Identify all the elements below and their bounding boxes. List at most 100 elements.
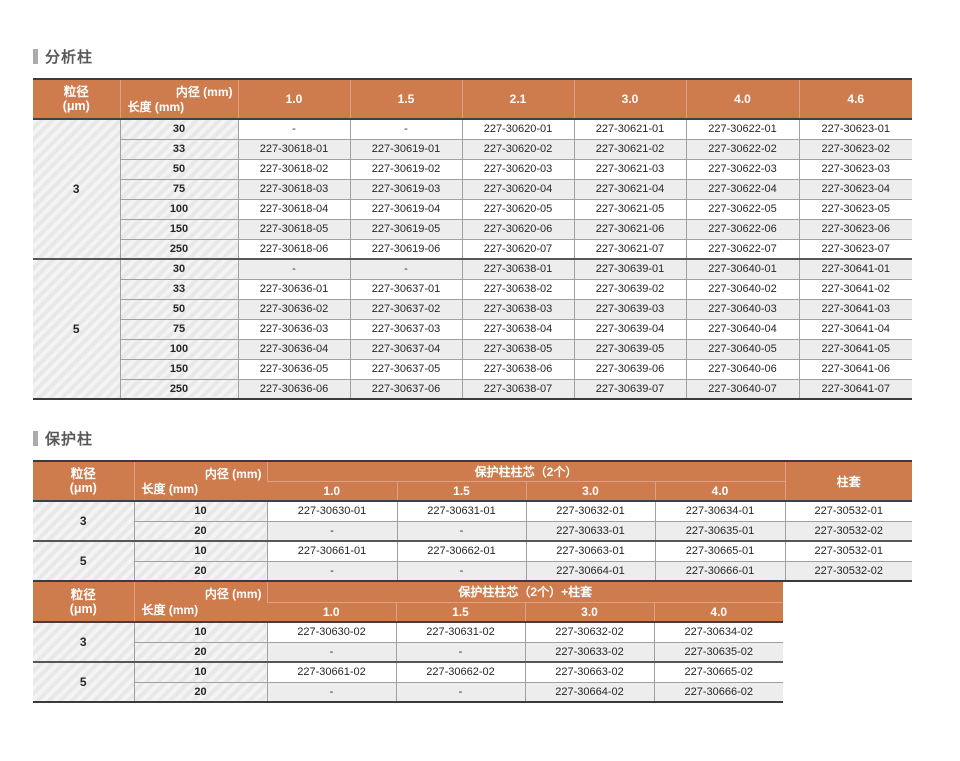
part-number-cell: 227-30641-06 xyxy=(798,358,912,380)
part-number-cell: 227-30639-03 xyxy=(573,298,687,320)
part-number-cell: 227-30623-07 xyxy=(798,238,912,260)
part-number-cell: 227-30623-06 xyxy=(798,218,912,240)
header-row: 粒径 (μm) 内径 (mm) 长度 (mm) 保护柱柱芯（2个） 柱套 xyxy=(33,461,912,501)
part-number-cell: 227-30619-06 xyxy=(349,238,463,260)
part-number-cell: 227-30640-02 xyxy=(685,278,800,300)
guard-cartridge-table: 粒径 (μm) 内径 (mm) 长度 (mm) 保护柱柱芯（2个） 柱套 1.0… xyxy=(33,460,912,582)
part-number-cell: 227-30666-02 xyxy=(653,681,783,703)
part-number-cell: 227-30640-01 xyxy=(685,258,800,280)
part-number-cell: 227-30622-01 xyxy=(685,118,800,140)
part-number-cell: 227-30641-05 xyxy=(798,338,912,360)
part-number-cell: 227-30638-02 xyxy=(461,278,575,300)
table-row: 50 227-30636-02 227-30637-02 227-30638-03 22… xyxy=(33,298,912,320)
length-label: 长度 (mm) xyxy=(141,603,199,617)
part-number-cell: 227-30640-06 xyxy=(685,358,800,380)
part-number-cell: 227-30641-02 xyxy=(798,278,912,300)
part-number-cell: 227-30637-05 xyxy=(349,358,463,380)
cartridge-with-sleeve-span-header: 保护柱柱芯（2个）+柱套 xyxy=(266,582,783,602)
part-number-cell: 227-30639-02 xyxy=(573,278,687,300)
part-number-cell: 227-30635-01 xyxy=(654,520,786,542)
diagonal-header-cell: 内径 (mm) 长度 (mm) xyxy=(133,461,267,501)
part-number-cell: 227-30638-04 xyxy=(461,318,575,340)
part-number-cell: 227-30666-01 xyxy=(654,560,786,582)
part-number-cell: 227-30639-01 xyxy=(573,258,687,280)
part-number-cell: 227-30618-03 xyxy=(237,178,351,200)
length-cell: 10 xyxy=(133,621,268,643)
table-row: 100 227-30618-04 227-30619-04 227-30620-05 2… xyxy=(33,198,912,220)
table-row: 150 227-30618-05 227-30619-05 227-30620-06 2… xyxy=(33,218,912,240)
diameter-column-header: 4.0 xyxy=(653,601,783,622)
length-cell: 250 xyxy=(120,238,239,260)
part-number-cell: 227-30622-02 xyxy=(685,138,800,160)
length-cell: 150 xyxy=(120,218,239,240)
particle-size-unit: (μm) xyxy=(69,481,97,495)
part-number-cell: - xyxy=(349,258,463,280)
table-row: 3 30- -227-30620-01 227-30621-01 227-30622-0… xyxy=(33,118,912,260)
part-number-cell: 227-30636-02 xyxy=(237,298,351,320)
part-number-cell: 227-30623-01 xyxy=(798,118,912,140)
diameter-column-header: 3.0 xyxy=(573,79,686,119)
part-number-cell: - xyxy=(266,560,398,582)
part-number-cell: 227-30636-04 xyxy=(237,338,351,360)
header-row: 粒径 (μm) 内径 (mm) 长度 (mm) 1.0 1.5 2.1 3.0 … xyxy=(33,79,912,119)
part-number-cell: 227-30665-01 xyxy=(654,540,786,562)
part-number-cell: 227-30641-04 xyxy=(798,318,912,340)
part-number-cell: 227-30640-07 xyxy=(685,378,800,400)
part-number-cell: 227-30662-02 xyxy=(395,661,526,683)
part-number-cell: 227-30620-02 xyxy=(461,138,575,160)
part-number-cell: 227-30641-01 xyxy=(798,258,912,280)
part-number-cell: 227-30622-04 xyxy=(685,178,800,200)
part-number-cell: 227-30661-01 xyxy=(266,540,398,562)
part-number-cell: 227-30623-02 xyxy=(798,138,912,160)
part-number-cell: 227-30634-01 xyxy=(654,500,786,522)
analytical-column-table: 粒径 (μm) 内径 (mm) 长度 (mm) 1.0 1.5 2.1 3.0 … xyxy=(33,78,912,400)
diameter-column-header: 1.5 xyxy=(395,601,525,622)
part-number-cell: - xyxy=(266,681,397,703)
part-number-cell: 227-30662-01 xyxy=(396,540,527,562)
length-cell: 20 xyxy=(134,641,268,663)
table-row: 75 227-30636-03 227-30637-03 227-30638-04 22… xyxy=(33,318,912,340)
length-cell: 50 xyxy=(120,158,239,180)
table-row: 5 10 227-30661-02 227-30662-02 227-30663-02 2… xyxy=(33,661,783,703)
table-row: 33 227-30618-01 227-30619-01 227-30620-02 22… xyxy=(33,138,912,160)
length-cell: 10 xyxy=(133,661,268,683)
part-number-cell: 227-30620-06 xyxy=(461,218,575,240)
diameter-column-header: 1.0 xyxy=(267,480,397,501)
diameter-column-header: 1.5 xyxy=(349,79,462,119)
part-number-cell: 227-30621-03 xyxy=(573,158,687,180)
part-number-cell: 227-30620-04 xyxy=(461,178,575,200)
part-number-cell: 227-30619-05 xyxy=(349,218,463,240)
part-number-cell: 227-30640-05 xyxy=(685,338,800,360)
table-row: 3 10 227-30630-01 227-30631-01 227-30632-01 2… xyxy=(33,500,912,542)
length-cell: 20 xyxy=(134,681,268,703)
analytical-column-section-title: 分析柱 xyxy=(33,46,960,66)
part-number-cell: 227-30621-04 xyxy=(573,178,687,200)
inner-diameter-label: 内径 (mm) xyxy=(175,85,233,99)
part-number-cell: - xyxy=(396,560,527,582)
diameter-column-header: 3.0 xyxy=(524,601,654,622)
guard-cartridge-table-body: 3 10 227-30630-01 227-30631-01 227-30632-01 2… xyxy=(33,500,912,582)
particle-size-unit: (μm) xyxy=(62,99,90,113)
particle-size-cell: 5 xyxy=(33,661,135,703)
part-number-cell: 227-30663-01 xyxy=(525,540,656,562)
part-number-cell: 227-30622-06 xyxy=(685,218,800,240)
part-number-cell: 227-30621-02 xyxy=(573,138,687,160)
table-row: 20- -227-30664-01 227-30666-01 227-30532-02 xyxy=(33,560,912,582)
part-number-cell: 227-30621-01 xyxy=(573,118,687,140)
part-number-cell: 227-30631-01 xyxy=(396,500,527,522)
particle-size-header-cell: 粒径 (μm) xyxy=(33,79,120,119)
length-cell: 20 xyxy=(134,560,268,582)
part-number-cell: - xyxy=(396,520,527,542)
part-number-cell: 227-30618-05 xyxy=(237,218,351,240)
part-number-cell: 227-30638-07 xyxy=(461,378,575,400)
sleeve-column-header: 柱套 xyxy=(784,461,912,501)
analytical-table-body: 3 30- -227-30620-01 227-30621-01 227-30622-0… xyxy=(33,118,912,400)
part-number-cell: 227-30620-05 xyxy=(461,198,575,220)
part-number-cell: 227-30637-03 xyxy=(349,318,463,340)
particle-size-header-cell: 粒径 (μm) xyxy=(33,582,134,622)
part-number-cell: 227-30638-03 xyxy=(461,298,575,320)
part-number-cell: 227-30618-02 xyxy=(237,158,351,180)
table-row: 20- -227-30633-01 227-30635-01 227-30532-02 xyxy=(33,520,912,542)
part-number-cell: 227-30636-06 xyxy=(237,378,351,400)
